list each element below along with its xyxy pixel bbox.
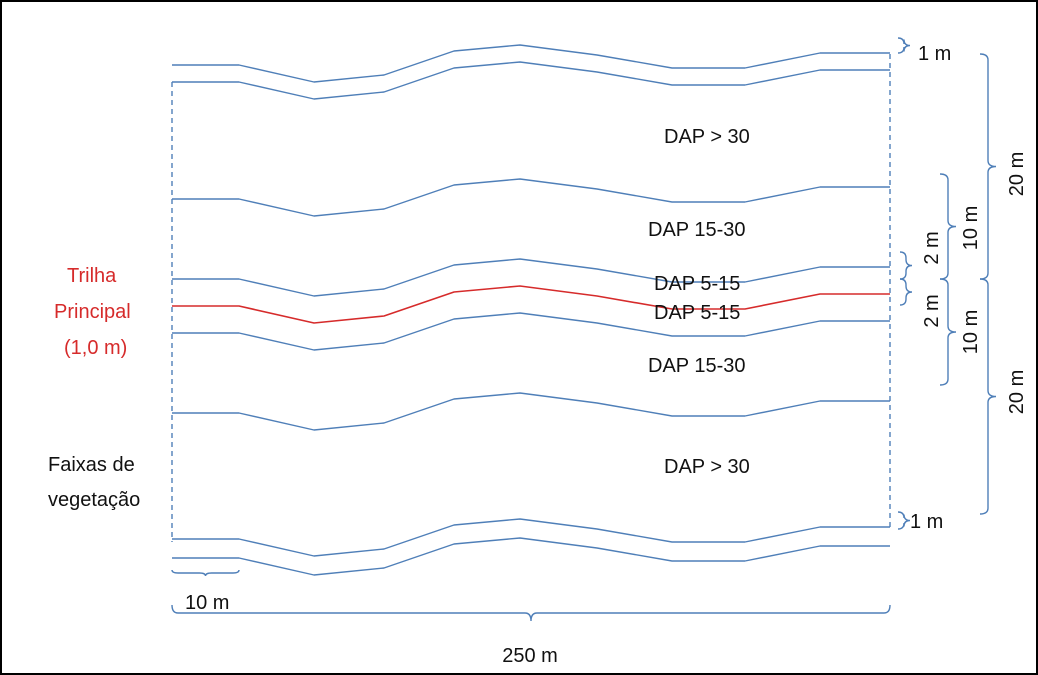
strip-line-lower-mid — [172, 392, 890, 431]
strip-line-top-inner — [172, 61, 890, 100]
band-label-bottom: DAP > 30 — [664, 456, 750, 478]
trail-label-line3: (1,0 m) — [64, 337, 128, 359]
dim-outer-bottom: 20 m — [1006, 369, 1028, 415]
dimension-braces — [171, 37, 997, 622]
strip-line-bottom-edge — [172, 537, 890, 576]
strips-label-line2: vegetação — [48, 489, 141, 511]
brace-outer-bottom — [979, 278, 997, 515]
main-trail-line — [172, 285, 890, 324]
strip-line-upper-inner — [172, 258, 890, 297]
trail-label-line2: Principal — [54, 301, 131, 323]
dim-inner-top: 2 m — [921, 231, 943, 265]
band-label-inner-down: DAP 5-15 — [654, 302, 741, 324]
dim-total-length: 250 m — [502, 645, 558, 667]
strip-line-bottom-inner — [172, 518, 890, 557]
strip-line-top-edge — [172, 44, 890, 83]
trail-label-line1: Trilha — [67, 265, 117, 287]
strip-line-lower-inner — [172, 312, 890, 351]
band-label-top: DAP > 30 — [664, 126, 750, 148]
strips-label-line1: Faixas de — [48, 454, 135, 476]
strip-line-upper-mid — [172, 178, 890, 217]
band-label-mid-down: DAP 15-30 — [648, 355, 746, 377]
brace-top-margin — [897, 37, 911, 54]
brace-mid-bottom — [939, 278, 957, 386]
dim-segment: 10 m — [185, 592, 230, 614]
band-label-inner-up: DAP 5-15 — [654, 273, 741, 295]
brace-mid-top — [939, 173, 957, 280]
brace-inner-bottom — [899, 278, 913, 306]
brace-segment — [171, 569, 240, 577]
band-label-mid-up: DAP 15-30 — [648, 219, 746, 241]
dim-bottom-margin: 1 m — [910, 511, 944, 533]
dim-mid-top: 10 m — [960, 205, 982, 251]
brace-total-length — [171, 604, 891, 622]
brace-inner-top — [899, 251, 913, 280]
dim-mid-bottom: 10 m — [960, 309, 982, 355]
brace-outer-top — [979, 53, 997, 280]
brace-bottom-margin — [897, 511, 911, 530]
dim-top-margin: 1 m — [918, 43, 952, 65]
dim-inner-bottom: 2 m — [921, 294, 943, 328]
dim-outer-top: 20 m — [1006, 151, 1028, 197]
strip-boundary-lines — [172, 44, 890, 576]
